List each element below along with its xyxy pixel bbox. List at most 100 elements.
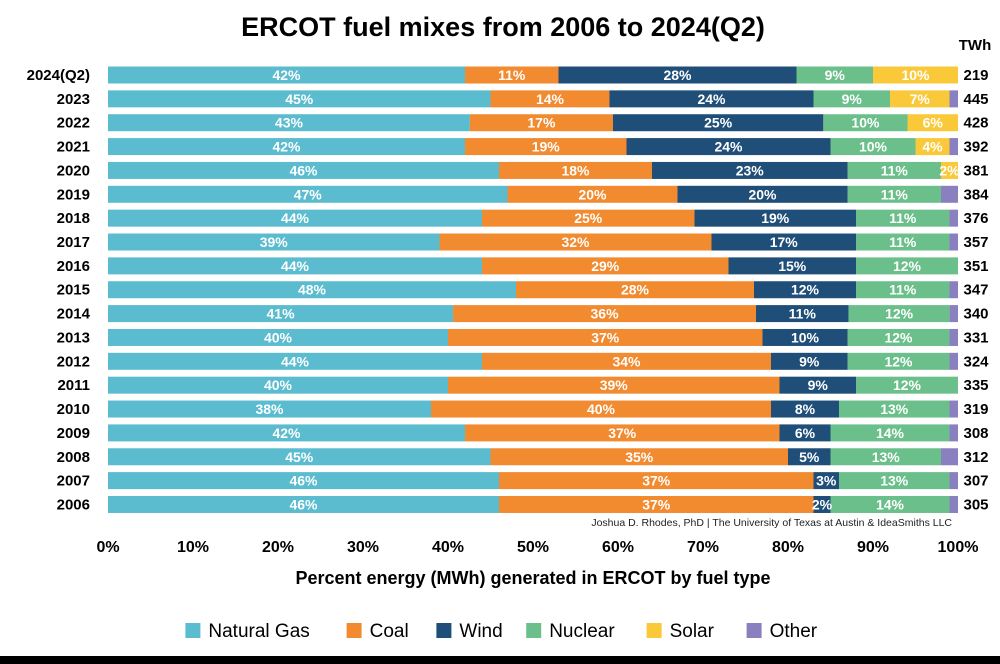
bar-segment-natural-gas — [108, 185, 508, 203]
bar-segment-coal — [482, 352, 771, 370]
bar-segment-nuclear — [847, 185, 941, 203]
data-label: 6% — [923, 115, 944, 131]
year-label: 2021 — [57, 139, 90, 156]
bar-segment-natural-gas — [108, 448, 491, 466]
bars-layer — [108, 66, 958, 513]
credit-text: Joshua D. Rhodes, PhD | The University o… — [591, 517, 952, 529]
bar-segment-wind — [788, 448, 831, 466]
data-label: 47% — [294, 186, 323, 202]
bar-segment-other — [949, 472, 958, 490]
year-label: 2012 — [57, 353, 90, 370]
data-label: 13% — [880, 401, 909, 417]
data-label: 10% — [859, 139, 888, 155]
year-label: 2022 — [57, 115, 90, 132]
bar-segment-nuclear — [847, 161, 941, 179]
data-label: 12% — [791, 282, 820, 298]
bar-segment-solar — [873, 66, 958, 84]
data-label: 20% — [578, 186, 607, 202]
bar-segment-wind — [813, 495, 831, 513]
data-label: 44% — [281, 353, 310, 369]
bar-segment-coal — [499, 161, 652, 179]
data-label: 46% — [289, 496, 318, 512]
bar-segment-coal — [465, 424, 780, 442]
year-label: 2017 — [57, 234, 90, 251]
bar-segment-nuclear — [813, 90, 890, 108]
data-label: 12% — [885, 306, 914, 322]
chart-title: ERCOT fuel mixes from 2006 to 2024(Q2) — [241, 12, 765, 42]
data-label: 11% — [789, 306, 817, 322]
year-axis: 2024(Q2) 2023 2022 2021 2020 2019 2018 2017 2016… — [27, 67, 91, 513]
data-label: 28% — [663, 67, 692, 83]
data-label: 40% — [264, 377, 293, 393]
data-label: 41% — [267, 306, 296, 322]
total-twh-value: 331 — [963, 329, 988, 346]
legend-entry-other: Other — [770, 621, 818, 642]
data-label: 25% — [574, 210, 603, 226]
data-labels-layer: 42% 11% 28% 9% 10% 45% 14% 24% 9% 7% 43% 17% 25% 10% 6… — [255, 67, 960, 512]
bar-segment-other — [949, 138, 958, 156]
bar-segment-other — [949, 90, 958, 108]
data-label: 14% — [536, 91, 565, 107]
data-label: 35% — [625, 449, 654, 465]
bar-segment-nuclear — [847, 352, 950, 370]
total-twh-value: 340 — [963, 306, 988, 323]
bar-segment-solar — [907, 114, 958, 132]
x-tick-label: 30% — [347, 539, 379, 556]
bar-segment-solar — [915, 138, 950, 156]
data-label: 11% — [498, 67, 526, 83]
data-label: 12% — [893, 377, 922, 393]
bar-segment-nuclear — [848, 305, 950, 323]
data-label: 29% — [591, 258, 620, 274]
bar-segment-other — [949, 328, 958, 346]
bar-segment-wind — [728, 257, 856, 275]
bar-segment-nuclear — [830, 495, 950, 513]
bar-segment-wind — [612, 114, 824, 132]
bar-segment-coal — [482, 257, 729, 275]
legend-swatch-natural-gas — [185, 623, 201, 638]
bar-segment-coal — [499, 472, 814, 490]
data-label: 7% — [910, 91, 931, 107]
bar-segment-wind — [609, 90, 814, 108]
bar-segment-natural-gas — [108, 90, 491, 108]
bar-segment-other — [949, 209, 958, 227]
year-label: 2024(Q2) — [27, 67, 90, 84]
bar-segment-wind — [626, 138, 831, 156]
bar-segment-natural-gas — [108, 114, 470, 132]
bar-segment-other — [949, 233, 958, 251]
bar-segment-coal — [465, 138, 627, 156]
data-label: 20% — [748, 186, 777, 202]
data-label: 40% — [587, 401, 616, 417]
data-label: 17% — [770, 234, 799, 250]
data-label: 39% — [600, 377, 629, 393]
bar-segment-other — [949, 281, 958, 299]
bar-segment-coal — [516, 281, 754, 299]
data-label: 12% — [884, 353, 913, 369]
data-label: 36% — [591, 306, 620, 322]
data-label: 11% — [889, 210, 917, 226]
data-label: 43% — [275, 115, 304, 131]
legend-entry-natural-gas: Natural Gas — [208, 621, 309, 642]
totals-column: 219 445 428 392 381 384 376 357 351 347 340 331 324 3… — [963, 67, 989, 513]
bar-segment-natural-gas — [108, 233, 440, 251]
data-label: 46% — [289, 473, 318, 489]
x-tick-label: 0% — [96, 539, 119, 556]
data-label: 2% — [939, 162, 960, 178]
bar-segment-wind — [779, 376, 856, 394]
data-label: 28% — [621, 282, 650, 298]
bar-segment-other — [941, 448, 958, 466]
legend-entry-solar: Solar — [670, 621, 715, 642]
bar-segment-nuclear — [830, 138, 916, 156]
data-label: 44% — [281, 258, 310, 274]
year-label: 2008 — [57, 449, 90, 466]
bar-segment-nuclear — [839, 400, 950, 418]
year-label: 2007 — [57, 473, 90, 490]
bar-segment-nuclear — [823, 114, 908, 132]
total-twh-value: 324 — [963, 353, 989, 370]
year-label: 2010 — [57, 401, 90, 418]
bar-segment-natural-gas — [108, 495, 499, 513]
bar-segment-coal — [439, 233, 712, 251]
bar-segment-other — [949, 424, 958, 442]
data-label: 42% — [272, 425, 301, 441]
data-label: 9% — [799, 353, 820, 369]
